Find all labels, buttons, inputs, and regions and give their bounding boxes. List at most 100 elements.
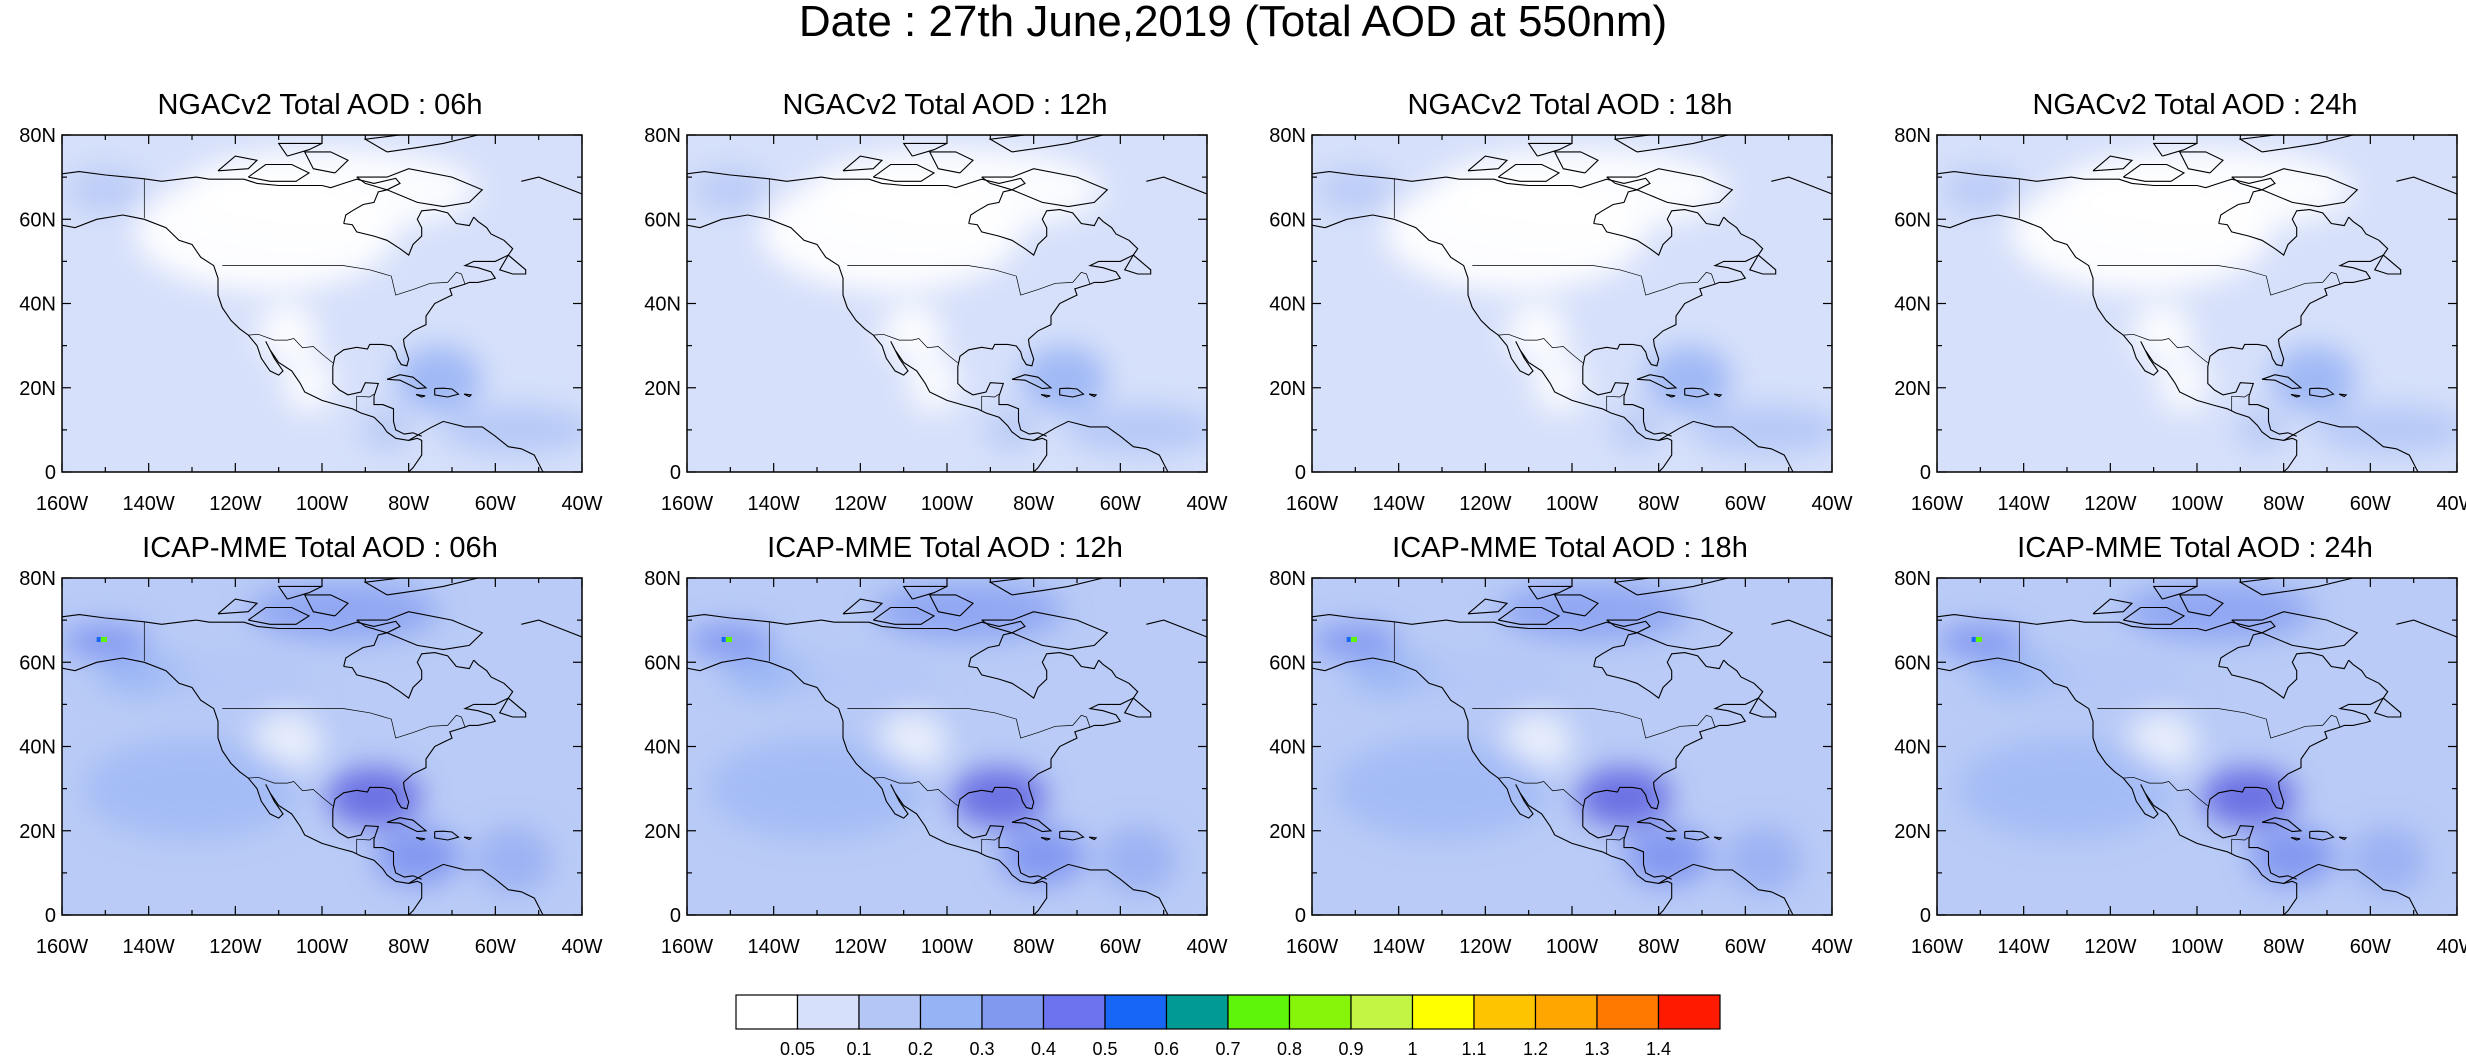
- island-outline: [521, 619, 582, 638]
- island-outline: [2178, 151, 2224, 174]
- island-outline: [1553, 594, 1599, 617]
- lat-tick-label: 40N: [1894, 294, 1931, 316]
- lat-tick-label: 80N: [1894, 568, 1931, 590]
- aod-region: [83, 738, 301, 840]
- country-border: [248, 776, 334, 807]
- aod-region: [2032, 653, 2189, 713]
- island-outline: [1011, 817, 1053, 833]
- island-outline: [498, 254, 527, 275]
- island-outline: [1497, 606, 1561, 625]
- island-outline: [1497, 163, 1561, 182]
- panel-title: ICAP-MME Total AOD : 12h: [767, 532, 1123, 564]
- lon-tick-label: 60W: [475, 936, 516, 958]
- lon-tick-label: 60W: [1100, 493, 1141, 515]
- island-outline: [2122, 163, 2186, 182]
- colorbar-swatch: [858, 994, 922, 1030]
- coastline: [1937, 614, 2276, 667]
- aod-field: [1312, 135, 1832, 472]
- lon-tick-label: 80W: [1638, 493, 1679, 515]
- ticks: [61, 577, 583, 916]
- aod-region: [1433, 147, 1728, 232]
- lat-tick-label: 80N: [1269, 125, 1306, 147]
- country-border: [2231, 393, 2250, 411]
- island-outline: [872, 163, 936, 182]
- ticks: [61, 134, 583, 473]
- island-outline: [2309, 387, 2335, 398]
- colorbar-label: 1.4: [1645, 1039, 1672, 1059]
- lat-tick-label: 80N: [644, 568, 681, 590]
- lon-tick-label: 160W: [36, 493, 88, 515]
- lat-tick-label: 80N: [1894, 125, 1931, 147]
- lat-tick-label: 40N: [19, 294, 56, 316]
- island-outline: [2290, 836, 2301, 841]
- coastline: [1312, 214, 1673, 472]
- colorbar-label: 0.7: [1215, 1039, 1241, 1059]
- lon-tick-label: 140W: [123, 936, 175, 958]
- aod-region: [782, 653, 939, 713]
- aod-region: [1507, 303, 1568, 363]
- aod-region: [1533, 354, 1585, 414]
- lon-tick-label: 160W: [1911, 936, 1963, 958]
- lon-tick-label: 60W: [1725, 493, 1766, 515]
- country-border: [2231, 836, 2250, 854]
- colorbar-label: 0.2: [907, 1039, 934, 1059]
- island-outline: [928, 594, 974, 617]
- country-border: [222, 708, 466, 739]
- colorbar-swatches: [735, 994, 1721, 1030]
- island-outline: [1553, 151, 1599, 174]
- island-outline: [386, 374, 428, 390]
- map-plot: 160W 140W 120W 100W 80W 60W 40W 80N 60N 40N 20N 0: [1269, 568, 1852, 958]
- island-outline: [981, 168, 1109, 208]
- aod-hotspot: [721, 636, 726, 642]
- lon-tick-label: 100W: [921, 936, 973, 958]
- lon-tick-label: 40W: [561, 493, 602, 515]
- ticks: [1311, 134, 1833, 473]
- country-border: [2097, 265, 2341, 296]
- lat-tick-label: 80N: [19, 125, 56, 147]
- lon-tick-label: 80W: [388, 493, 429, 515]
- coastlines: [1937, 578, 2457, 915]
- island-outline: [1040, 836, 1051, 841]
- colorbar-label: 0.9: [1338, 1039, 1364, 1059]
- island-outline: [2261, 817, 2303, 833]
- island-outline: [872, 606, 936, 625]
- colorbar-label: 1.2: [1522, 1039, 1549, 1059]
- lat-tick-label: 80N: [644, 125, 681, 147]
- island-outline: [356, 611, 484, 651]
- colorbar-swatch: [1350, 994, 1414, 1030]
- country-border: [981, 393, 1000, 411]
- island-outline: [1636, 374, 1678, 390]
- colorbar-label: 0.8: [1276, 1039, 1303, 1059]
- lon-tick-label: 120W: [2084, 936, 2136, 958]
- aod-region: [1064, 404, 1207, 456]
- island-outline: [1771, 619, 1832, 638]
- coastline: [1593, 652, 1725, 699]
- map-panel: NGACv2 Total AOD : 06h 160W 140W 120W 100W 80…: [0, 90, 620, 550]
- aod-hotspot: [96, 636, 101, 642]
- coastline: [332, 659, 514, 880]
- coastline: [968, 652, 1100, 699]
- panel-title: ICAP-MME Total AOD : 24h: [2017, 532, 2373, 564]
- country-border: [1498, 333, 1584, 364]
- lat-tick-label: 40N: [644, 294, 681, 316]
- lat-tick-label: 20N: [1269, 378, 1306, 400]
- island-outline: [217, 155, 259, 172]
- coastline: [332, 216, 514, 437]
- island-outline: [1123, 697, 1152, 718]
- coastline: [687, 614, 1026, 667]
- lon-tick-label: 60W: [1100, 936, 1141, 958]
- aod-region: [691, 168, 770, 211]
- country-border: [1472, 265, 1716, 296]
- country-border: [1606, 836, 1625, 854]
- aod-region: [157, 653, 314, 713]
- colorbar-label: 0.6: [1153, 1039, 1180, 1059]
- island-outline: [303, 151, 349, 174]
- lat-tick-label: 0: [45, 905, 56, 927]
- lat-tick-label: 0: [1920, 462, 1931, 484]
- ticks: [686, 577, 1208, 916]
- island-outline: [2092, 155, 2134, 172]
- country-border: [356, 836, 375, 854]
- lon-tick-label: 80W: [388, 936, 429, 958]
- country-border: [2123, 776, 2209, 807]
- coastline: [968, 209, 1100, 256]
